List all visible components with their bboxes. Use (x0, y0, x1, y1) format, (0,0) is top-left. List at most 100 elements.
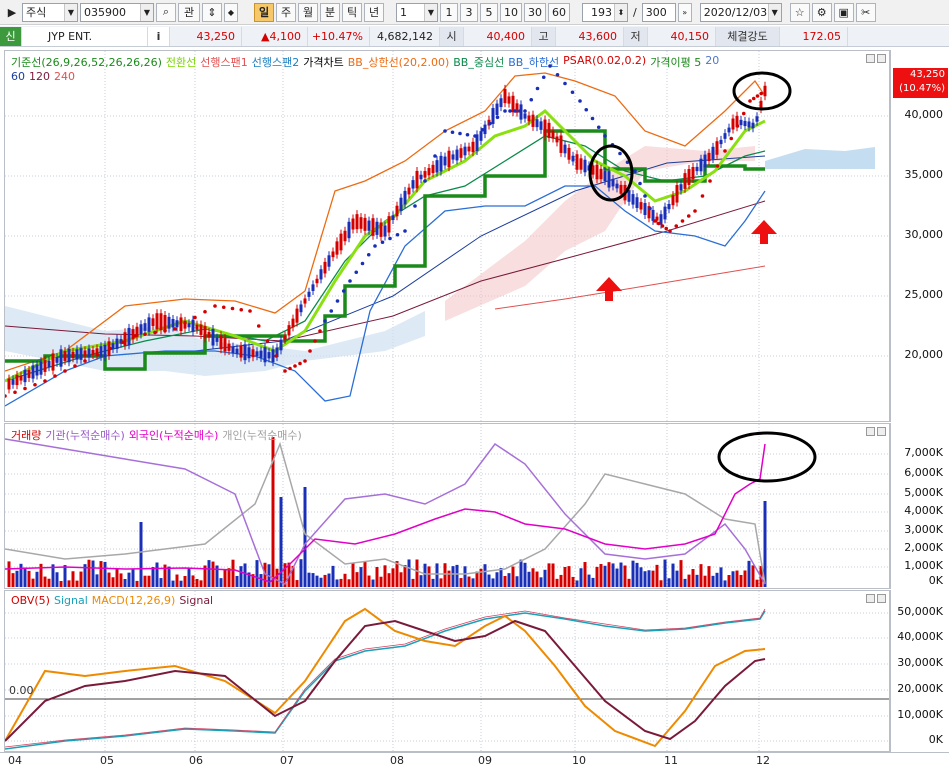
legend-item[interactable]: 개인(누적순매수) (222, 429, 302, 442)
volume-bar (375, 566, 379, 587)
candle (231, 346, 235, 353)
interval-3[interactable]: 3 (460, 2, 478, 22)
legend-item[interactable]: Signal (179, 594, 214, 607)
period-month[interactable]: 월 (298, 2, 318, 22)
psar-dot (563, 81, 567, 86)
volume-bar (339, 578, 343, 587)
legend-item[interactable]: 전환선 (165, 56, 197, 69)
volume-tick: 5,000K (904, 486, 943, 499)
favorite-button[interactable]: ☆ (789, 2, 810, 22)
obv-y-axis: 50,000K 40,000K 30,000K 20,000K 10,000K … (890, 590, 949, 752)
panel-close-button[interactable] (877, 427, 886, 436)
legend-item[interactable]: 거래량 (11, 429, 42, 442)
volume-bar (139, 522, 143, 587)
legend-item[interactable]: 120 (29, 70, 50, 83)
volume-bar (183, 576, 187, 587)
legend-item[interactable]: BB_중심선 (453, 56, 505, 69)
psar-dot (239, 307, 244, 312)
legend-item[interactable]: PSAR(0.02,0.2) (563, 54, 647, 67)
panel-close-button[interactable] (877, 594, 886, 603)
legend-item[interactable]: 선행스팬2 (251, 56, 300, 69)
search-button[interactable]: ⌕ (156, 2, 176, 22)
psar-dot (523, 109, 527, 113)
legend-item[interactable]: Signal (53, 594, 88, 607)
spin-button[interactable]: ◆ (224, 2, 238, 22)
volume-bar (727, 575, 731, 587)
stock-name[interactable]: JYP ENT. (22, 26, 148, 46)
interval-10[interactable]: 10 (500, 2, 522, 22)
interval-select[interactable]: 1 ▼ (396, 2, 438, 22)
period-minute[interactable]: 분 (320, 2, 340, 22)
panel-restore-button[interactable] (866, 54, 875, 63)
legend-item[interactable]: MACD(12,26,9) (91, 594, 176, 607)
count-input[interactable]: 193 ⬍ (582, 2, 628, 22)
volume-bar (39, 563, 43, 587)
tools-button[interactable]: ✂ (855, 2, 876, 22)
psar-dot (680, 219, 685, 223)
legend-item[interactable]: 240 (54, 70, 75, 83)
psar-dot (318, 329, 322, 333)
interval-5[interactable]: 5 (480, 2, 498, 22)
legend-item[interactable]: 가격이평 5 (650, 56, 702, 69)
volume-tick: 1,000K (904, 559, 943, 572)
interval-1[interactable]: 1 (440, 2, 458, 22)
stock-code-input[interactable]: 035900 ▼ (80, 2, 154, 22)
obv-macd-panel[interactable]: OBV(5) Signal MACD(12,26,9) Signal 0.00 (4, 590, 890, 752)
star-icon: ☆ (794, 5, 805, 19)
legend-item[interactable]: 20 (705, 54, 720, 67)
legend-item[interactable]: 선행스팬1 (200, 56, 248, 69)
volume-bar (471, 578, 475, 587)
volume-bar (623, 565, 627, 587)
legend-item[interactable]: 가격차트 (303, 56, 344, 69)
period-year[interactable]: 년 (364, 2, 384, 22)
candle (731, 118, 735, 130)
psar-dot (755, 94, 760, 98)
volume-bar (195, 578, 199, 587)
panel-restore-button[interactable] (866, 427, 875, 436)
interval-60[interactable]: 60 (548, 2, 570, 22)
save-button[interactable]: ▣ (833, 2, 854, 22)
panel-restore-button[interactable] (866, 594, 875, 603)
date-select[interactable]: 2020/12/03 ▼ (699, 2, 782, 22)
settings-button[interactable]: ⚙ (811, 2, 832, 22)
interval-30[interactable]: 30 (524, 2, 546, 22)
volume-chart-panel[interactable]: 거래량 기관(누적순매수) 외국인(누적순매수) 개인(누적순매수) (4, 423, 890, 589)
volume-bar (743, 570, 747, 587)
gwan-button[interactable]: 관 (178, 2, 200, 22)
panel-close-button[interactable] (877, 54, 886, 63)
info-icon[interactable]: i (148, 26, 170, 46)
volume-bar (91, 560, 95, 587)
arrows-button[interactable]: » (677, 2, 692, 22)
volume-bar (59, 580, 63, 587)
candle (603, 170, 607, 182)
legend-item[interactable]: 외국인(누적순매수) (128, 429, 219, 442)
volume-bar (431, 578, 435, 587)
candle (79, 348, 83, 360)
candle (15, 374, 19, 386)
legend-item[interactable]: BB_상한선(20,2.00) (347, 56, 450, 69)
legend-item[interactable]: 60 (11, 70, 25, 83)
chevron-down-icon: ▼ (140, 3, 153, 21)
period-tick[interactable]: 틱 (342, 2, 362, 22)
volume-bar (207, 560, 211, 587)
menu-arrow-icon[interactable]: ▶ (7, 5, 17, 19)
period-day[interactable]: 일 (254, 2, 274, 22)
volume-bar (247, 572, 251, 587)
volume-bar (387, 573, 391, 587)
legend-item[interactable]: BB_하한선 (508, 56, 560, 69)
market-select[interactable]: 주식 ▼ (22, 2, 78, 22)
candle (747, 121, 751, 128)
legend-item[interactable]: 기관(누적순매수) (45, 429, 125, 442)
legend-item[interactable]: OBV(5) (11, 594, 50, 607)
period-week[interactable]: 주 (276, 2, 296, 22)
volume-bar (603, 565, 607, 587)
legend-item[interactable]: 기준선(26,9,26,52,26,26,26) (11, 56, 162, 69)
price-chart-panel[interactable]: 기준선(26,9,26,52,26,26,26) 전환선 선행스팬1 선행스팬2 가격차… (4, 50, 890, 422)
psar-dot (95, 352, 100, 357)
candle (255, 351, 259, 357)
volume-bar (723, 580, 727, 587)
sort-button[interactable]: ⇕ (202, 2, 222, 22)
volume-bar (747, 560, 751, 587)
volume-bar (411, 578, 415, 587)
volume-tick: 7,000K (904, 446, 943, 459)
